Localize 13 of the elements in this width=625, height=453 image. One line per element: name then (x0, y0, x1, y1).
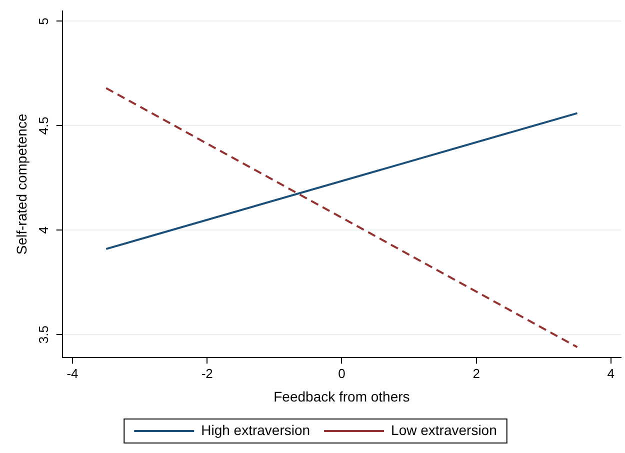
x-tick-label: -2 (201, 366, 213, 381)
y-tick-label: 3.5 (36, 326, 51, 344)
x-axis-title: Feedback from others (274, 388, 410, 404)
y-axis-title: Self-rated competence (13, 114, 30, 255)
x-tick-label: 4 (607, 366, 615, 381)
legend-label: Low extraversion (391, 422, 497, 438)
x-tick-label: 0 (338, 366, 346, 381)
x-tick-label: -4 (66, 366, 78, 381)
y-tick-label: 4.5 (36, 116, 51, 135)
x-tick-label: 2 (472, 366, 480, 381)
legend-label: High extraversion (201, 422, 310, 438)
y-tick-label: 5 (36, 18, 51, 25)
y-tick-label: 4 (36, 226, 51, 234)
